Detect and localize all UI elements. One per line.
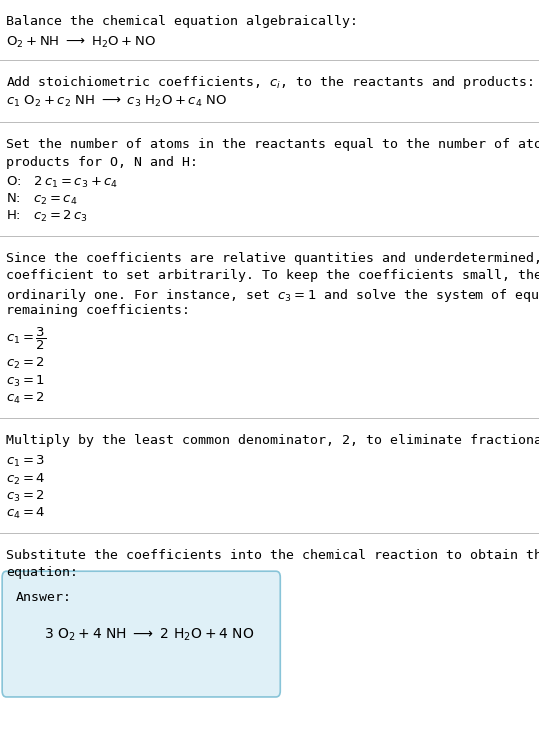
Text: products for O, N and H:: products for O, N and H: [6,156,198,168]
Text: Multiply by the least common denominator, 2, to eliminate fractional coefficient: Multiply by the least common denominator… [6,434,539,447]
Text: Answer:: Answer: [16,592,72,605]
Text: $\mathrm{3\ O_2 + 4\ NH \ \longrightarrow \ 2\ H_2O + 4\ NO}$: $\mathrm{3\ O_2 + 4\ NH \ \longrightarro… [44,626,254,643]
Text: remaining coefficients:: remaining coefficients: [6,304,190,317]
Text: $c_2 = 4$: $c_2 = 4$ [6,472,46,487]
Text: N:   $c_2 = c_4$: N: $c_2 = c_4$ [6,192,78,207]
Text: $c_4 = 4$: $c_4 = 4$ [6,506,46,521]
Text: equation:: equation: [6,566,79,579]
Text: Add stoichiometric coefficients, $c_i$, to the reactants and products:: Add stoichiometric coefficients, $c_i$, … [6,74,534,91]
Text: $c_4 = 2$: $c_4 = 2$ [6,391,45,406]
Text: Balance the chemical equation algebraically:: Balance the chemical equation algebraica… [6,15,358,28]
Text: $c_3 = 2$: $c_3 = 2$ [6,489,45,504]
Text: $c_1\ \mathrm{O_2} + c_2\ \mathrm{NH} \ \longrightarrow \ c_3\ \mathrm{H_2O} + c: $c_1\ \mathrm{O_2} + c_2\ \mathrm{NH} \ … [6,94,227,109]
Text: ordinarily one. For instance, set $c_3 = 1$ and solve the system of equations fo: ordinarily one. For instance, set $c_3 =… [6,287,539,304]
Text: $c_2 = 2$: $c_2 = 2$ [6,356,45,371]
Text: $c_3 = 1$: $c_3 = 1$ [6,374,45,389]
Text: Substitute the coefficients into the chemical reaction to obtain the balanced: Substitute the coefficients into the che… [6,549,539,562]
Text: O:   $2\,c_1 = c_3 + c_4$: O: $2\,c_1 = c_3 + c_4$ [6,174,119,190]
Text: $c_1 = 3$: $c_1 = 3$ [6,454,46,469]
Text: coefficient to set arbitrarily. To keep the coefficients small, the arbitrary va: coefficient to set arbitrarily. To keep … [6,269,539,282]
Text: H:   $c_2 = 2\,c_3$: H: $c_2 = 2\,c_3$ [6,209,88,224]
Text: Since the coefficients are relative quantities and underdetermined, choose a: Since the coefficients are relative quan… [6,252,539,265]
Text: $\mathrm{O_2 + NH \ \longrightarrow \ H_2O + NO}$: $\mathrm{O_2 + NH \ \longrightarrow \ H_… [6,35,156,50]
Text: $c_1 = \dfrac{3}{2}$: $c_1 = \dfrac{3}{2}$ [6,326,47,352]
Text: Set the number of atoms in the reactants equal to the number of atoms in the: Set the number of atoms in the reactants… [6,138,539,151]
FancyBboxPatch shape [2,572,280,697]
